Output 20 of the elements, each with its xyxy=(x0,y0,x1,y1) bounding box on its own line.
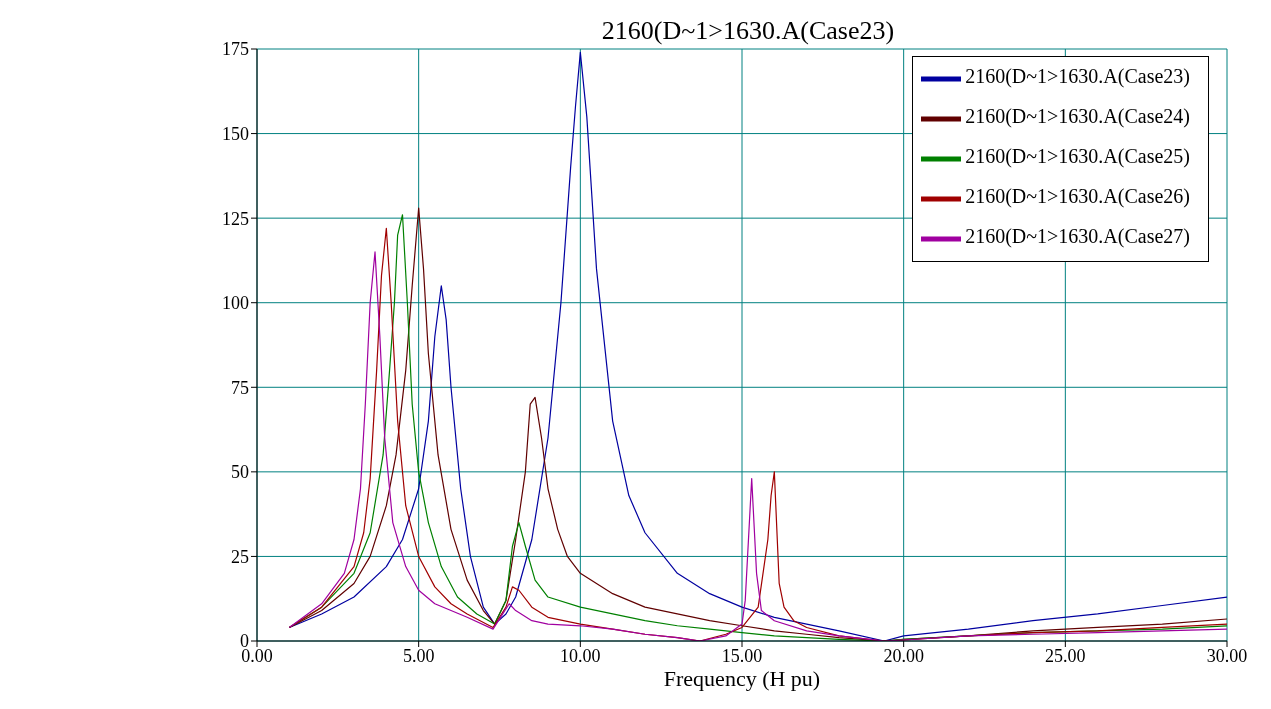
x-tick-label: 25.00 xyxy=(1045,645,1086,666)
chart-title: 2160(D~1>1630.A(Case23) xyxy=(600,16,896,46)
y-tick-label: 175 xyxy=(222,39,249,60)
legend-label: 2160(D~1>1630.A(Case26) xyxy=(965,184,1190,207)
y-tick-label: 150 xyxy=(222,123,249,144)
x-tick-label: 10.00 xyxy=(560,645,601,666)
y-tick-label: 25 xyxy=(231,546,249,567)
y-tick-label: 50 xyxy=(231,462,249,483)
x-tick-label: 15.00 xyxy=(721,645,763,666)
legend-label: 2160(D~1>1630.A(Case24) xyxy=(965,104,1190,127)
legend-label: 2160(D~1>1630.A(Case25) xyxy=(965,144,1190,167)
x-tick-label: 5.00 xyxy=(402,645,435,666)
y-tick-label: 125 xyxy=(222,208,249,229)
x-axis-title: Frequency (H pu) xyxy=(663,666,821,691)
y-tick-label: 100 xyxy=(222,293,249,314)
x-tick-label: 20.00 xyxy=(883,645,924,666)
x-tick-label: 30.00 xyxy=(1206,645,1248,666)
y-tick-label: 75 xyxy=(231,377,249,398)
legend-label: 2160(D~1>1630.A(Case23) xyxy=(965,64,1190,87)
legend-label: 2160(D~1>1630.A(Case27) xyxy=(965,224,1190,247)
